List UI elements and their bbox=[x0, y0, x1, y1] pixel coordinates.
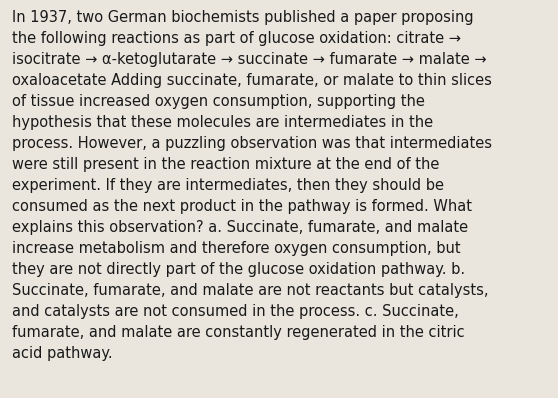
Text: In 1937, two German biochemists published a paper proposing
the following reacti: In 1937, two German biochemists publishe… bbox=[12, 10, 492, 361]
